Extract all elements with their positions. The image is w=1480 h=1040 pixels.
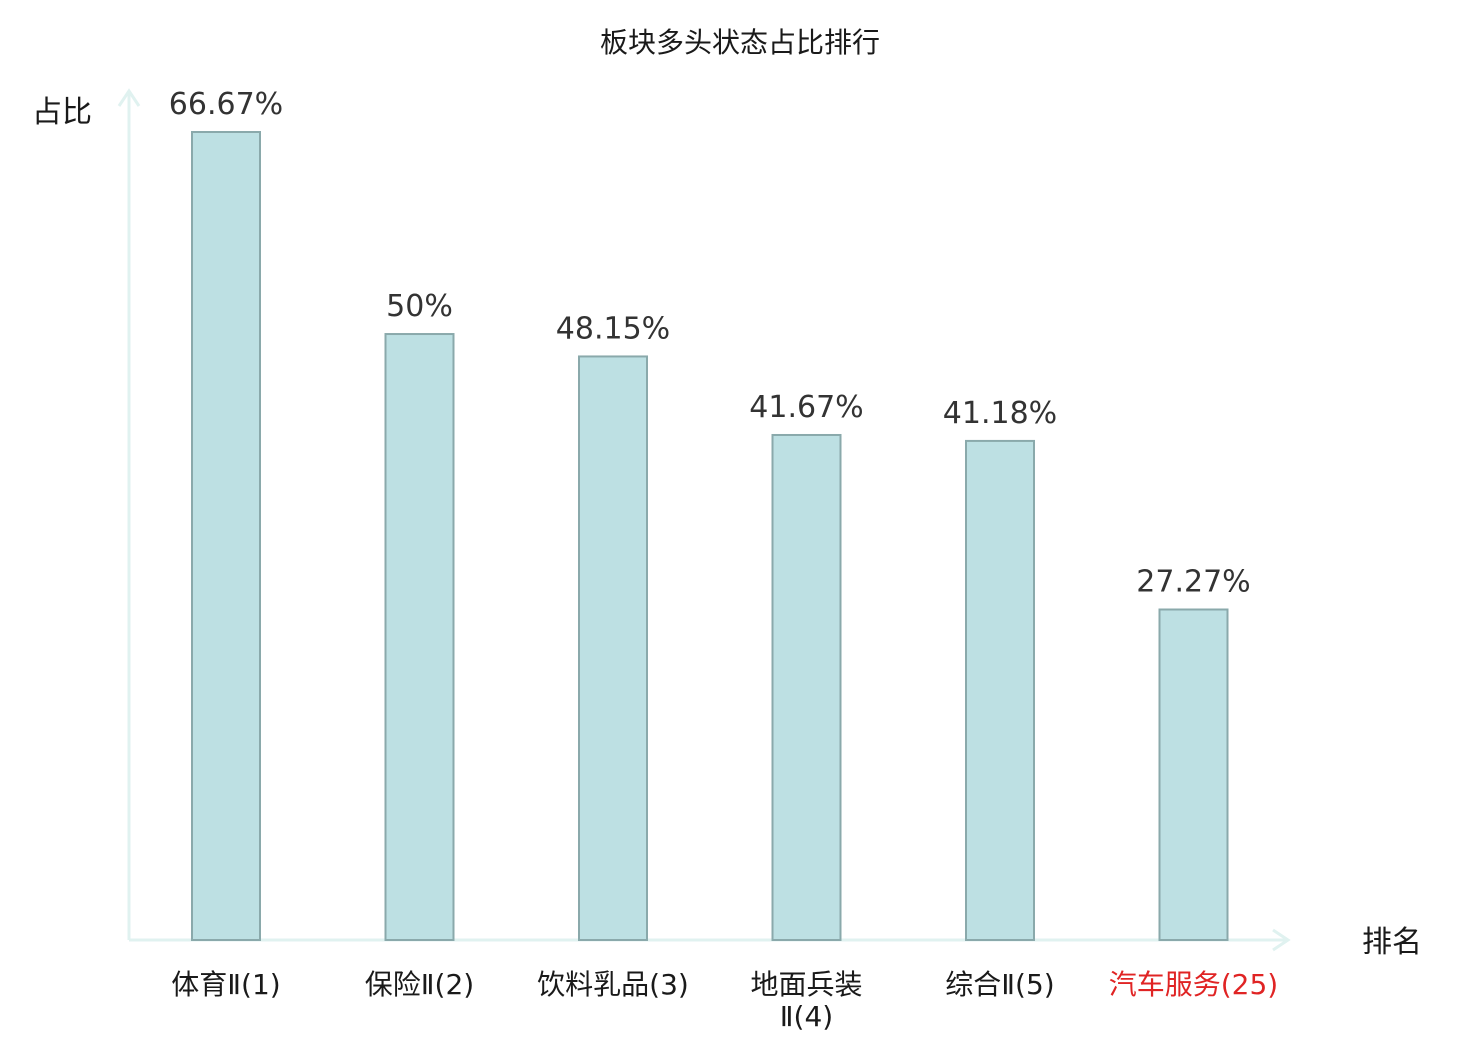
x-tick-label: 综合Ⅱ(5) (945, 968, 1054, 1001)
x-axis (129, 928, 1291, 952)
y-axis (117, 88, 141, 940)
bar (578, 355, 648, 941)
bar (191, 131, 261, 941)
data-label: 50% (386, 289, 453, 324)
bar (965, 439, 1035, 941)
bar (771, 433, 842, 941)
data-label: 48.15% (556, 311, 670, 346)
x-axis-arrow-icon (1272, 928, 1291, 952)
data-label: 27.27% (1136, 565, 1250, 600)
y-axis-arrow-icon (117, 88, 141, 107)
x-tick-label: 保险Ⅱ(2) (365, 968, 474, 1001)
data-label: 66.67% (169, 87, 283, 122)
chart-title: 板块多头状态占比排行 (600, 26, 880, 59)
x-tick-label: 地面兵装 (750, 968, 862, 1001)
x-tick-label: 汽车服务(25) (1109, 968, 1278, 1001)
x-tick-label: Ⅱ(4) (780, 1000, 833, 1033)
data-label: 41.67% (749, 390, 863, 425)
bar (1158, 608, 1229, 942)
bar-series: 66.67% 体育Ⅱ(1) 50% 保险Ⅱ(2) 48.15% 饮料乳品(3) 41.67%… (169, 87, 1278, 1033)
data-label: 41.18% (943, 396, 1057, 431)
x-axis-label: 排名 (1362, 925, 1422, 960)
x-tick-label: 饮料乳品(3) (537, 968, 689, 1001)
bar (384, 333, 455, 942)
x-tick-label: 体育Ⅱ(1) (171, 968, 280, 1001)
y-axis-label: 占比 (32, 95, 92, 130)
